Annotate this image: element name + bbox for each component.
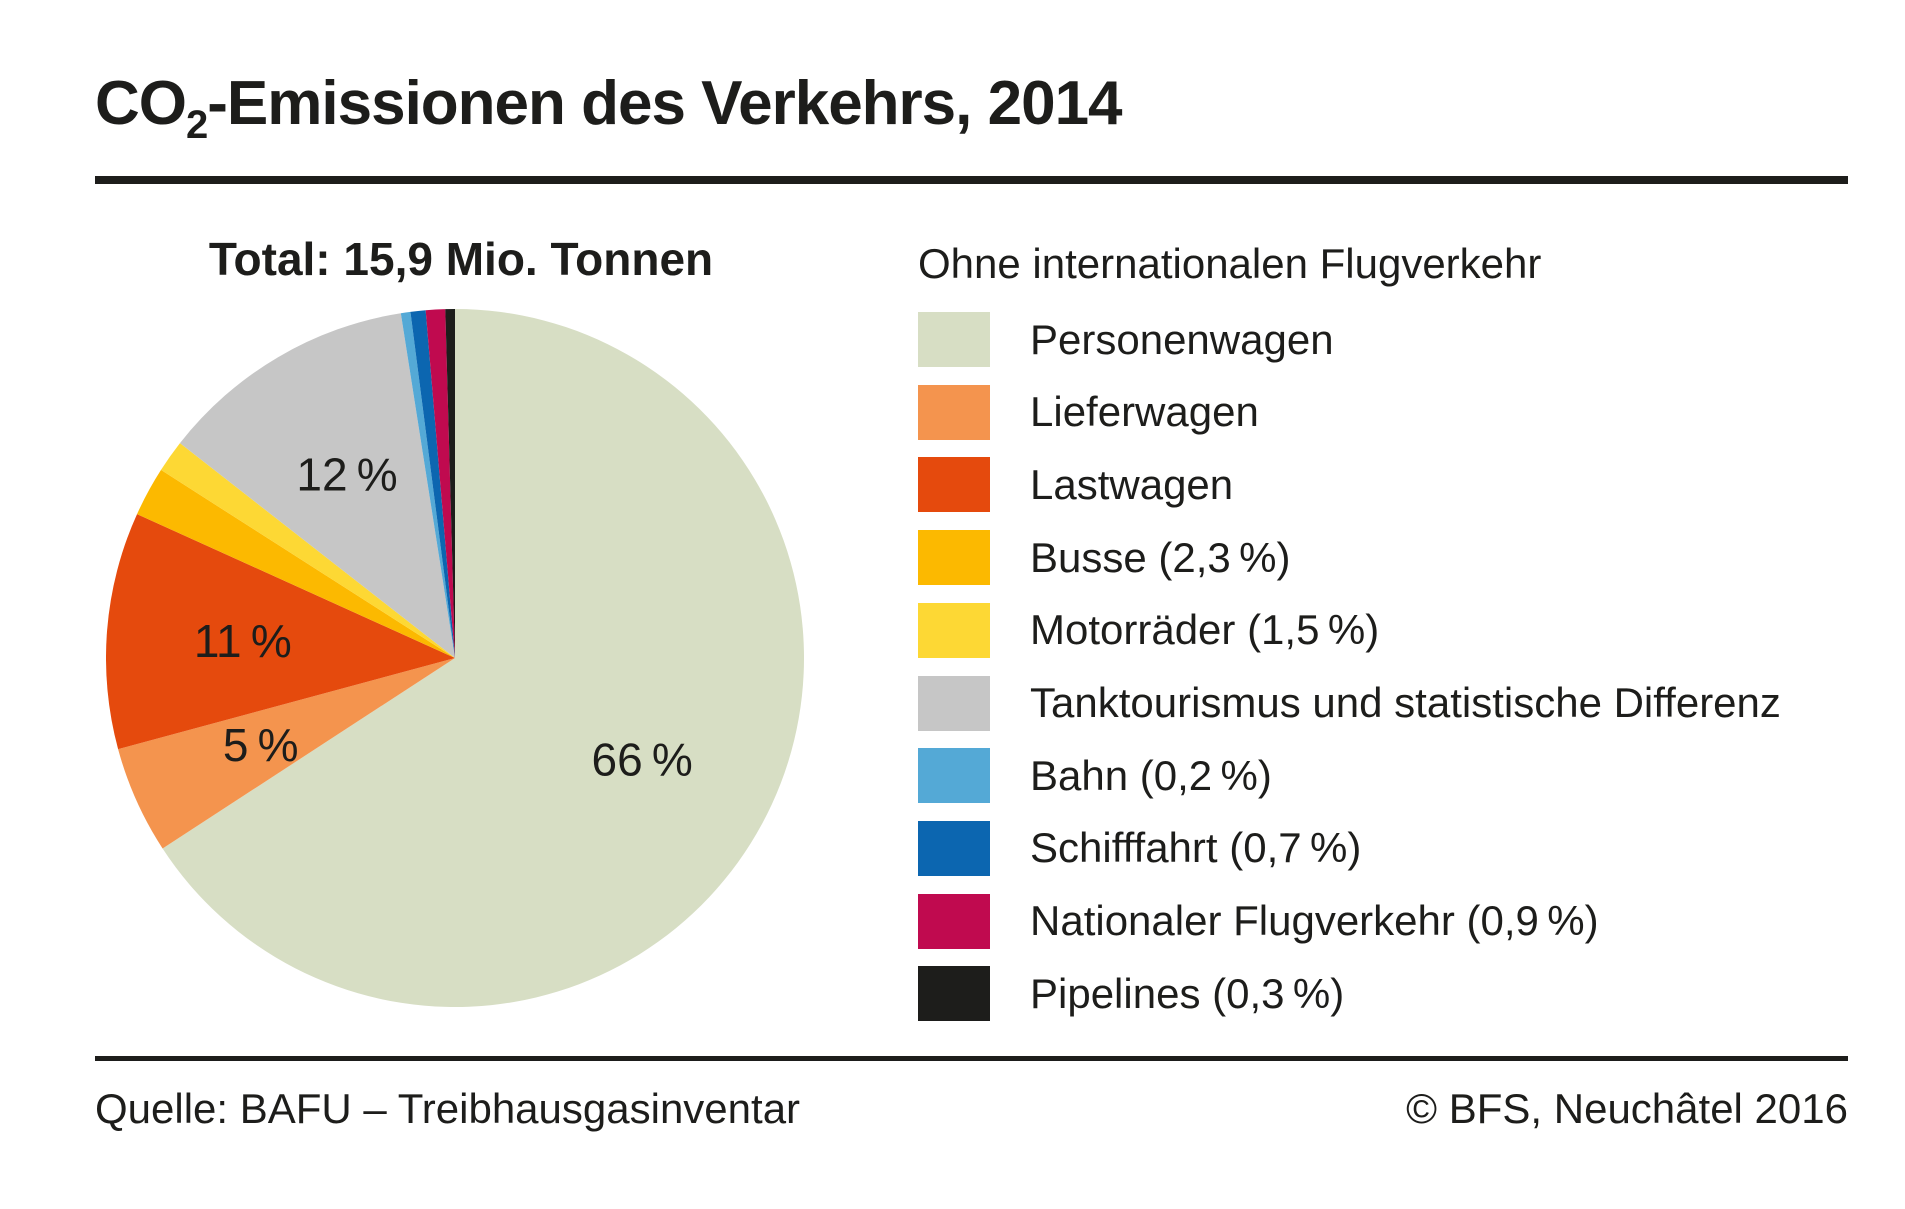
legend-swatch — [918, 312, 990, 367]
page-title-subscript: 2 — [186, 103, 208, 147]
legend-row: Tanktourismus und statistische Differenz — [918, 675, 1781, 731]
legend-item-label: Lieferwagen — [1030, 388, 1259, 436]
footer-copyright: © BFS, Neuchâtel 2016 — [1406, 1085, 1848, 1132]
pie-slice-label: 5 % — [223, 719, 299, 771]
pie-chart-svg: 66 % 5 % 11 % 12 % — [106, 309, 804, 1007]
header-rule — [95, 176, 1848, 184]
legend-item-label: Lastwagen — [1030, 460, 1234, 508]
legend-row: Pipelines (0,3 %) — [918, 966, 1345, 1022]
pie-chart: 66 % 5 % 11 % 12 % — [106, 309, 804, 1007]
page-title-co: CO — [95, 69, 187, 138]
legend-row: Lastwagen — [918, 457, 1234, 513]
pie-slice-pipelines — [445, 309, 455, 658]
pie-slice-label: 66 % — [592, 733, 693, 785]
footer-source: Quelle: BAFU – Treibhausgasinventar — [95, 1085, 801, 1132]
legend-swatch — [918, 457, 990, 513]
page-title-rest: -Emissionen des Verkehrs, 2014 — [207, 69, 1122, 138]
legend-item-label: Schifffahrt (0,7 %) — [1030, 824, 1362, 872]
legend-item-label: Nationaler Flugverkehr (0,9 %) — [1030, 897, 1599, 945]
legend-swatch — [918, 530, 990, 586]
legend-swatch — [918, 820, 990, 876]
legend-title: Ohne internationalen Flugverkehr — [918, 240, 1542, 287]
legend-swatch — [918, 893, 990, 949]
legend-item-label: Pipelines (0,3 %) — [1030, 969, 1345, 1017]
page-title: CO2-Emissionen des Verkehrs, 2014 — [95, 68, 1123, 147]
legend-row: Schifffahrt (0,7 %) — [918, 820, 1362, 876]
footer-rule — [95, 1056, 1848, 1061]
legend-swatch — [918, 748, 990, 804]
pie-slice-bahn — [400, 311, 455, 658]
pie-slice-schifffahrt — [410, 310, 455, 658]
legend-swatch — [918, 602, 990, 658]
legend-item-label: Personenwagen — [1030, 315, 1334, 363]
legend-row: Bahn (0,2 %) — [918, 748, 1272, 804]
legend-item-label: Busse (2,3 %) — [1030, 533, 1291, 581]
legend-row: Busse (2,3 %) — [918, 530, 1291, 586]
legend-row: Lieferwagen — [918, 384, 1259, 440]
legend-swatch — [918, 675, 990, 731]
pie-slice-nationaler-flugverkehr — [425, 309, 455, 658]
legend-swatch — [918, 966, 990, 1022]
pie-slice-tanktourismus-und-statistische-differenz — [179, 313, 455, 658]
legend-item-label: Tanktourismus und statistische Differenz — [1030, 679, 1781, 726]
pie-slice-motorr-der — [161, 443, 455, 658]
pie-total-title: Total: 15,9 Mio. Tonnen — [208, 233, 714, 285]
legend-swatch — [918, 384, 990, 440]
pie-slice-lastwagen — [106, 514, 455, 750]
legend-row: Personenwagen — [918, 312, 1334, 367]
pie-slice-label: 12 % — [296, 449, 397, 501]
pie-slice-label: 11 % — [194, 615, 292, 667]
pie-slice-busse — [137, 469, 456, 658]
legend-item-label: Bahn (0,2 %) — [1030, 751, 1272, 799]
pie-slice-lieferwagen — [118, 658, 455, 849]
legend-item-label: Motorräder (1,5 %) — [1030, 606, 1380, 654]
legend-row: Nationaler Flugverkehr (0,9 %) — [918, 893, 1599, 949]
legend-row: Motorräder (1,5 %) — [918, 602, 1380, 658]
pie-slice-personenwagen — [162, 309, 804, 1007]
